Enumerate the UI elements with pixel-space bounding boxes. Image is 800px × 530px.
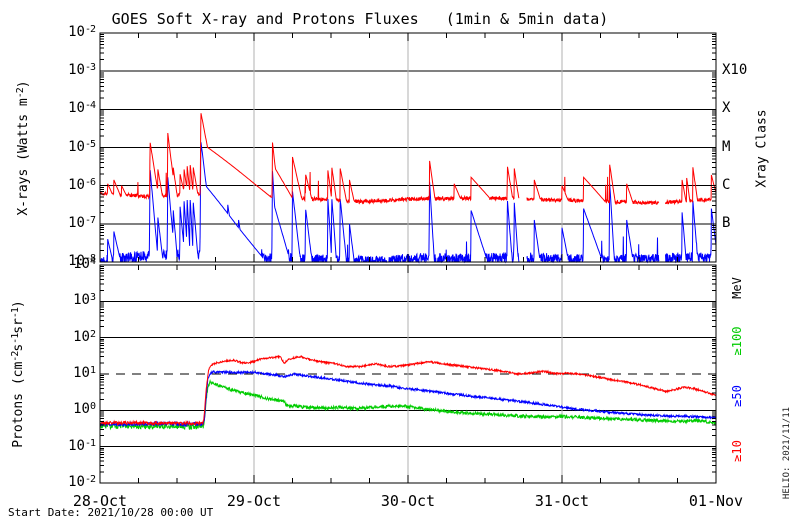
x-date-label: 30-Oct	[380, 492, 436, 510]
panel-frame	[99, 264, 717, 484]
chart-title: GOES Soft X-ray and Protons Fluxes (1min…	[111, 10, 609, 28]
xray-long-wave-series	[99, 113, 717, 206]
x-date-label: 29-Oct	[226, 492, 282, 510]
protons-ge-10MeV-series	[99, 354, 717, 427]
proton-legend-ge50: ≥50	[730, 385, 744, 407]
proton-legend-ge10: ≥10	[730, 440, 744, 462]
proton-ytick-label: 101	[73, 365, 96, 381]
xray-class-c: C	[722, 176, 731, 193]
proton-axis-title: Protons (cm-2s-1sr-1)	[10, 300, 26, 448]
xray-class-axis-title: Xray Class	[754, 109, 770, 188]
start-date-label: Start Date: 2021/10/28 00:00 UT	[8, 506, 214, 519]
proton-ytick-label: 102	[73, 328, 96, 345]
proton-ytick-label: 10-2	[68, 474, 96, 490]
mev-legend-title: MeV	[730, 277, 744, 299]
x-date-label: 28-Oct	[72, 492, 128, 510]
xray-ytick-label: 10-4	[68, 100, 96, 117]
xray-class-b: B	[722, 214, 731, 231]
x-date-label: 31-Oct	[534, 492, 590, 510]
proton-legend-ge100: ≥100	[730, 326, 744, 356]
xray-ytick-label: 10-7	[68, 214, 96, 231]
xray-ytick-label: 10-2	[68, 24, 96, 40]
xray-ytick-label: 10-6	[68, 176, 96, 193]
xray-axis-title: X-rays (Watts m-2)	[15, 80, 31, 216]
xray-class-x10: X10	[722, 62, 748, 79]
xray-ytick-label: 10-5	[68, 138, 96, 155]
xray-ytick-label: 10-3	[68, 62, 96, 79]
x-date-label: 01-Nov	[688, 492, 744, 510]
proton-ytick-label: 100	[73, 401, 96, 418]
proton-ytick-label: 104	[73, 256, 96, 272]
xray-ytick-label: 10-8	[68, 253, 96, 269]
proton-ytick-label: 10-1	[68, 437, 96, 454]
panel-frame	[99, 32, 717, 263]
helio-watermark: HELIO: 2021/11/11	[782, 406, 792, 500]
xray-class-x: X	[722, 100, 731, 117]
xray-class-m: M	[722, 138, 731, 155]
xray-short-wave-series	[99, 142, 717, 264]
proton-ytick-label: 103	[73, 292, 96, 309]
